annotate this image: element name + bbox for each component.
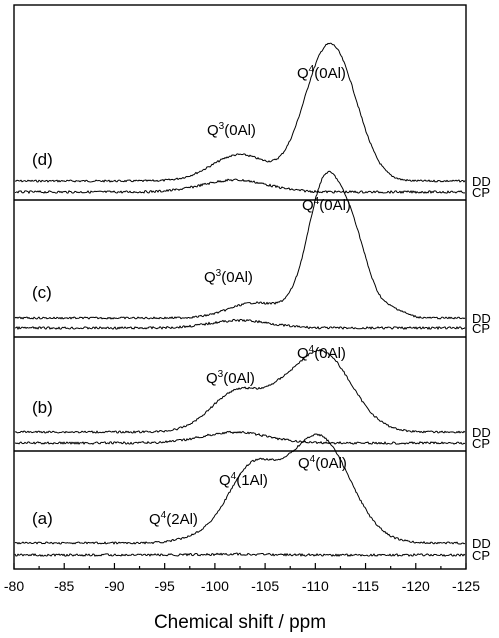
x-tick-label: -85 bbox=[54, 578, 74, 594]
panel-label-d: (d) bbox=[32, 150, 53, 169]
x-tick-label: -95 bbox=[155, 578, 175, 594]
x-tick-label: -100 bbox=[201, 578, 229, 594]
trace-d-cp bbox=[14, 178, 466, 194]
peak-label-a-2: Q4(2Al) bbox=[149, 510, 198, 528]
peak-label-d-0: Q4(0Al) bbox=[297, 64, 346, 82]
panel-label-c: (c) bbox=[32, 283, 52, 302]
panel-annotations: DDCP(d)Q4(0Al)Q3(0Al)DDCP(c)Q4(0Al)Q3(0A… bbox=[32, 64, 491, 563]
x-axis: -80 -85 -90 -95 -100 -105 -110 -115 -120 -125 bbox=[4, 563, 480, 594]
trace-a-cp bbox=[14, 552, 466, 557]
trace-c-dd bbox=[14, 170, 466, 320]
trace-tag-d-dd: DD bbox=[472, 174, 491, 189]
peak-label-b-1: Q3(0Al) bbox=[206, 369, 255, 387]
peak-label-b-0: Q4(0Al) bbox=[297, 344, 346, 362]
panel-label-a: (a) bbox=[32, 509, 53, 528]
x-tick-label: -125 bbox=[452, 578, 480, 594]
trace-tag-a-dd: DD bbox=[472, 536, 491, 551]
trace-tag-c-cp: CP bbox=[472, 321, 490, 336]
peak-label-a-0: Q4(0Al) bbox=[298, 454, 347, 472]
peak-label-a-1: Q4(1Al) bbox=[219, 471, 268, 489]
trace-tag-a-cp: CP bbox=[472, 548, 490, 563]
x-tick-label: -120 bbox=[402, 578, 430, 594]
x-tick-label: -90 bbox=[104, 578, 124, 594]
x-tick-label: -105 bbox=[251, 578, 279, 594]
trace-tag-d-cp: CP bbox=[472, 185, 490, 200]
x-tick-label: -80 bbox=[4, 578, 24, 594]
spectra-traces bbox=[14, 42, 466, 557]
peak-label-c-1: Q3(0Al) bbox=[204, 268, 253, 286]
panel-label-b: (b) bbox=[32, 398, 53, 417]
trace-tag-b-cp: CP bbox=[472, 436, 490, 451]
x-tick-label: -110 bbox=[302, 578, 329, 594]
panel-dividers bbox=[14, 199, 466, 452]
trace-b-dd bbox=[14, 349, 466, 434]
trace-tag-c-dd: DD bbox=[472, 311, 491, 326]
peak-label-d-1: Q3(0Al) bbox=[207, 121, 256, 139]
trace-c-cp bbox=[14, 318, 466, 330]
trace-b-cp bbox=[14, 430, 466, 445]
trace-a-dd bbox=[14, 433, 466, 545]
peak-label-c-0: Q4(0Al) bbox=[302, 196, 351, 214]
trace-tag-b-dd: DD bbox=[472, 425, 491, 440]
x-axis-label: Chemical shift / ppm bbox=[154, 612, 326, 633]
x-tick-label: -115 bbox=[352, 578, 379, 594]
trace-d-dd bbox=[14, 42, 466, 183]
